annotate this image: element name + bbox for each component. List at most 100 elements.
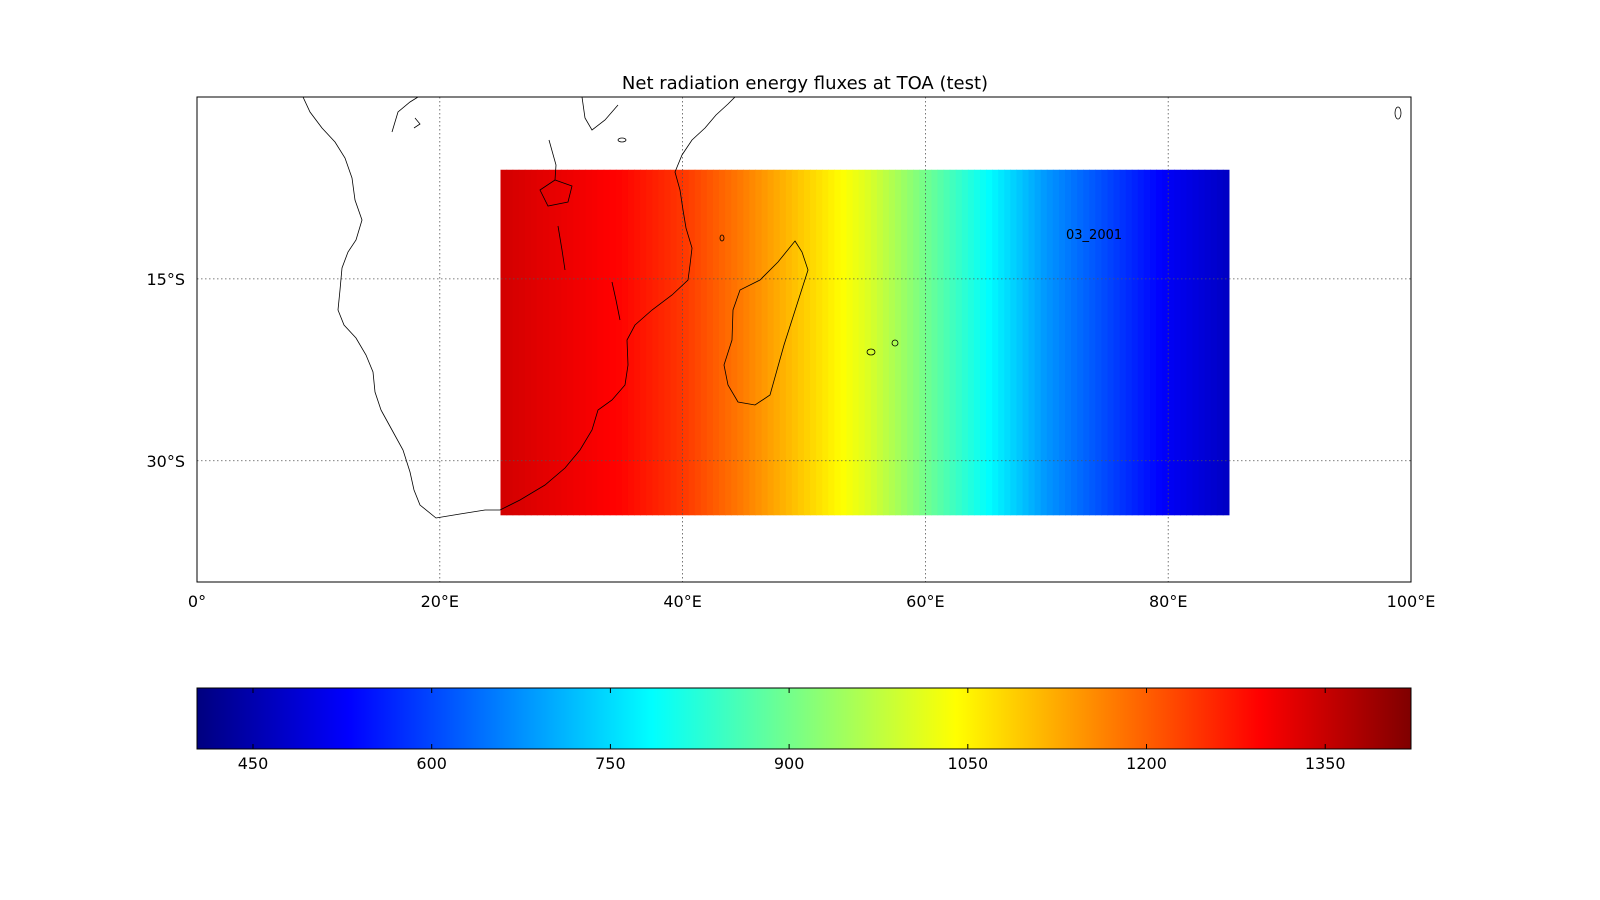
field-strip xyxy=(518,169,526,516)
field-strip xyxy=(901,169,908,516)
field-strip xyxy=(779,169,787,516)
field-strip xyxy=(980,169,987,516)
field-strip xyxy=(858,169,866,516)
field-strip xyxy=(852,169,860,516)
field-strip xyxy=(664,169,672,516)
field-strip xyxy=(1095,169,1103,516)
field-strip xyxy=(1089,169,1096,516)
field-strip xyxy=(591,169,599,516)
colorbar-tick-label: 1050 xyxy=(947,754,988,773)
latitude-tick-label: 30°S xyxy=(146,452,185,471)
field-strip xyxy=(1198,169,1206,516)
field-strip xyxy=(931,169,939,516)
field-strip xyxy=(597,169,605,516)
field-strip xyxy=(694,169,702,516)
africa-west-coastline xyxy=(302,97,500,519)
latitude-labels: 15°S 30°S xyxy=(146,270,185,471)
field-strip xyxy=(737,169,744,516)
field-strip xyxy=(615,169,623,516)
red-sea-coastline xyxy=(548,97,619,181)
field-strip xyxy=(627,169,635,516)
field-strip xyxy=(743,169,750,516)
field-strip xyxy=(524,169,532,516)
longitude-tick-label: 80°E xyxy=(1149,592,1187,611)
field-strip xyxy=(955,169,963,516)
field-strip xyxy=(1168,169,1175,516)
map-area xyxy=(197,97,1411,582)
field-strip xyxy=(986,169,993,516)
colorbar-tick-label: 900 xyxy=(774,754,805,773)
field-strip xyxy=(925,169,933,516)
field-strip xyxy=(634,169,641,516)
field-strip xyxy=(688,169,696,516)
field-strip xyxy=(1107,169,1115,516)
field-strip xyxy=(579,169,587,516)
mediterranean-coast-fragment xyxy=(391,97,421,133)
field-strip xyxy=(828,169,835,516)
field-strip xyxy=(882,169,890,516)
field-strip xyxy=(937,169,945,516)
field-strip xyxy=(640,169,647,516)
field-strip xyxy=(1119,169,1127,516)
field-strip xyxy=(943,169,951,516)
maldives-island xyxy=(1394,106,1402,120)
field-strip xyxy=(1065,169,1072,516)
graticule xyxy=(197,97,1411,582)
latitude-tick-label: 15°S xyxy=(146,270,185,289)
field-strip xyxy=(512,169,520,516)
field-strip xyxy=(998,169,1005,516)
field-strip xyxy=(712,169,720,516)
field-strip xyxy=(1192,169,1200,516)
colorbar-tick-label: 600 xyxy=(416,754,447,773)
field-strip xyxy=(1186,169,1194,516)
field-strip xyxy=(785,169,793,516)
field-strip xyxy=(555,169,562,516)
field-strip xyxy=(876,169,884,516)
field-strip xyxy=(646,169,653,516)
colorbar: 450 600 750 900 1050 1200 1350 xyxy=(196,687,1412,773)
field-strip xyxy=(1162,169,1169,516)
field-strip xyxy=(834,169,842,516)
field-strip xyxy=(1028,169,1036,516)
field-strip xyxy=(1058,169,1066,516)
field-strip xyxy=(797,169,805,516)
field-strip xyxy=(1010,169,1018,516)
field-strip xyxy=(1174,169,1181,516)
field-strip xyxy=(870,169,878,516)
field-strip xyxy=(1156,169,1163,516)
longitude-labels: 0° 20°E 40°E 60°E 80°E 100°E xyxy=(188,592,1435,611)
field-strip xyxy=(585,169,593,516)
madagascar-outline xyxy=(723,240,809,406)
field-strip xyxy=(731,169,738,516)
longitude-tick-label: 20°E xyxy=(421,592,459,611)
longitude-tick-label: 40°E xyxy=(663,592,701,611)
field-strip xyxy=(567,169,574,516)
field-strip xyxy=(706,169,714,516)
field-strip xyxy=(1149,169,1157,516)
field-strip xyxy=(719,169,726,516)
reunion-island xyxy=(866,348,876,356)
field-strip xyxy=(676,169,684,516)
field-strip xyxy=(840,169,848,516)
field-strip xyxy=(810,169,817,516)
map-frame xyxy=(196,96,1412,583)
field-strip xyxy=(542,169,550,516)
field-strip xyxy=(536,169,544,516)
colorbar-ticks: 450 600 750 900 1050 1200 1350 xyxy=(238,688,1346,773)
field-strip xyxy=(506,169,514,516)
field-strip xyxy=(1143,169,1151,516)
field-strip xyxy=(1113,169,1121,516)
field-strip xyxy=(767,169,775,516)
field-strip xyxy=(1083,169,1090,516)
field-strip xyxy=(1034,169,1042,516)
field-strip xyxy=(1071,169,1078,516)
field-strip xyxy=(561,169,568,516)
field-strip xyxy=(973,169,981,516)
field-strip xyxy=(992,169,999,516)
field-strip xyxy=(1222,169,1230,516)
field-strip xyxy=(621,169,629,516)
field-strip xyxy=(573,169,581,516)
field-strip xyxy=(895,169,902,516)
field-strip xyxy=(1016,169,1024,516)
comoros-island xyxy=(719,234,725,242)
